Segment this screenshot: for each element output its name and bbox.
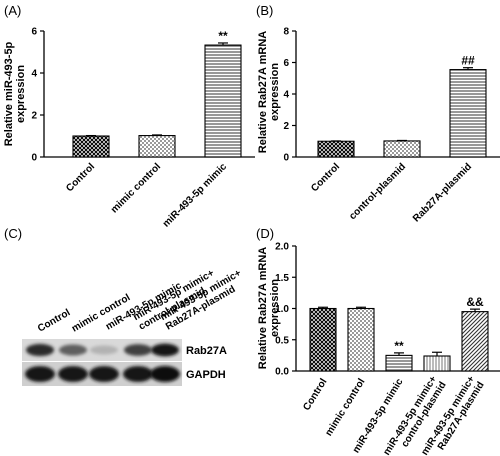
y-tick-label: 4 [283, 90, 289, 101]
bar [383, 140, 421, 158]
bar [423, 355, 451, 372]
panel-label-d: (D) [256, 226, 274, 241]
bar [347, 307, 375, 372]
y-tick-label: 0.5 [275, 335, 289, 346]
y-axis-label: Relative Rab27A mRNAexpression [257, 31, 281, 154]
protein-label-gapdh: GAPDH [186, 369, 226, 381]
y-axis-label-line: expression [15, 65, 27, 123]
category-label-line: miR-493-5p mimic [161, 161, 230, 230]
y-tick-label: 2.0 [275, 242, 289, 253]
lane-label: Control [36, 307, 72, 334]
band-rab27a [59, 344, 87, 356]
band-rab27a [124, 344, 152, 356]
category-label-line: Rab27A-plasmid [411, 161, 474, 224]
category-label-line: control-plasmid [347, 161, 408, 222]
y-tick-label: 2 [31, 111, 37, 122]
band-rab27a [90, 345, 118, 355]
y-tick-label: 0.0 [275, 367, 289, 378]
y-tick-label: 2 [283, 121, 289, 132]
y-axis-label-line: Relative Rab27A mRNA [257, 247, 269, 370]
chart-a: Relative miR-493-5pexpression 0 2 4 6 Control… [3, 27, 255, 230]
category-label-line: mimic control [323, 377, 367, 439]
y-axis-label-line: expression [269, 63, 281, 121]
category-label: Control [64, 161, 97, 194]
panel-label-c: (C) [4, 226, 22, 241]
y-tick-label: 4 [31, 69, 37, 80]
significance-label: ** [218, 29, 228, 43]
category-label: Control [301, 377, 329, 413]
category-label: miR-493-5p mimic [161, 161, 230, 230]
significance-label: && [466, 295, 484, 309]
y-tick-label: 1.5 [275, 273, 289, 284]
y-tick-label: 6 [31, 27, 37, 38]
bar [72, 135, 110, 158]
bar [461, 311, 489, 372]
y-axis-label-line: Relative Rab27A mRNA [257, 31, 269, 154]
y-axis-label-line: expression [269, 279, 281, 337]
y-tick-label: 6 [283, 58, 289, 69]
bar [317, 140, 355, 158]
category-label: mimic control [109, 161, 163, 215]
bar [138, 135, 176, 158]
y-axis-label: Relative miR-493-5pexpression [3, 41, 27, 146]
lane-label-line: Control [36, 307, 72, 334]
band-gapdh [89, 366, 119, 382]
y-tick-label: 0 [31, 153, 37, 164]
y-tick-label: 1.0 [275, 304, 289, 315]
bar [309, 307, 337, 372]
category-label: Rab27A-plasmid [411, 161, 474, 224]
y-axis-label: Relative Rab27A mRNAexpression [257, 247, 281, 370]
y-tick-label: 0 [283, 153, 289, 164]
bar [449, 69, 487, 158]
significance-label: ** [394, 339, 404, 353]
y-axis-label-line: Relative miR-493-5p [3, 41, 15, 146]
category-label-line: Control [64, 161, 97, 194]
category-label-line: mimic control [109, 161, 163, 215]
panel-label-b: (B) [256, 3, 273, 18]
chart-b: Relative Rab27A mRNAexpression02468Contr… [257, 27, 500, 225]
significance-label: ## [461, 54, 475, 68]
bar [204, 44, 242, 158]
y-tick-label: 8 [283, 27, 289, 38]
category-label: mimic control [323, 377, 367, 439]
category-label-line: Control [301, 377, 329, 413]
band-gapdh [58, 366, 88, 382]
category-label: Control [309, 161, 342, 194]
panel-label-a: (A) [4, 3, 21, 18]
chart-d: Relative Rab27A mRNAexpression0.00.51.01… [257, 242, 500, 456]
band-gapdh [25, 366, 55, 382]
protein-label-rab27a: Rab27A [186, 345, 227, 357]
category-label-line: Control [309, 161, 342, 194]
band-gapdh [123, 366, 153, 382]
band-rab27a [151, 343, 179, 357]
band-rab27a [26, 343, 54, 357]
bar [385, 354, 413, 372]
band-gapdh [150, 366, 180, 382]
category-label: control-plasmid [347, 161, 408, 222]
